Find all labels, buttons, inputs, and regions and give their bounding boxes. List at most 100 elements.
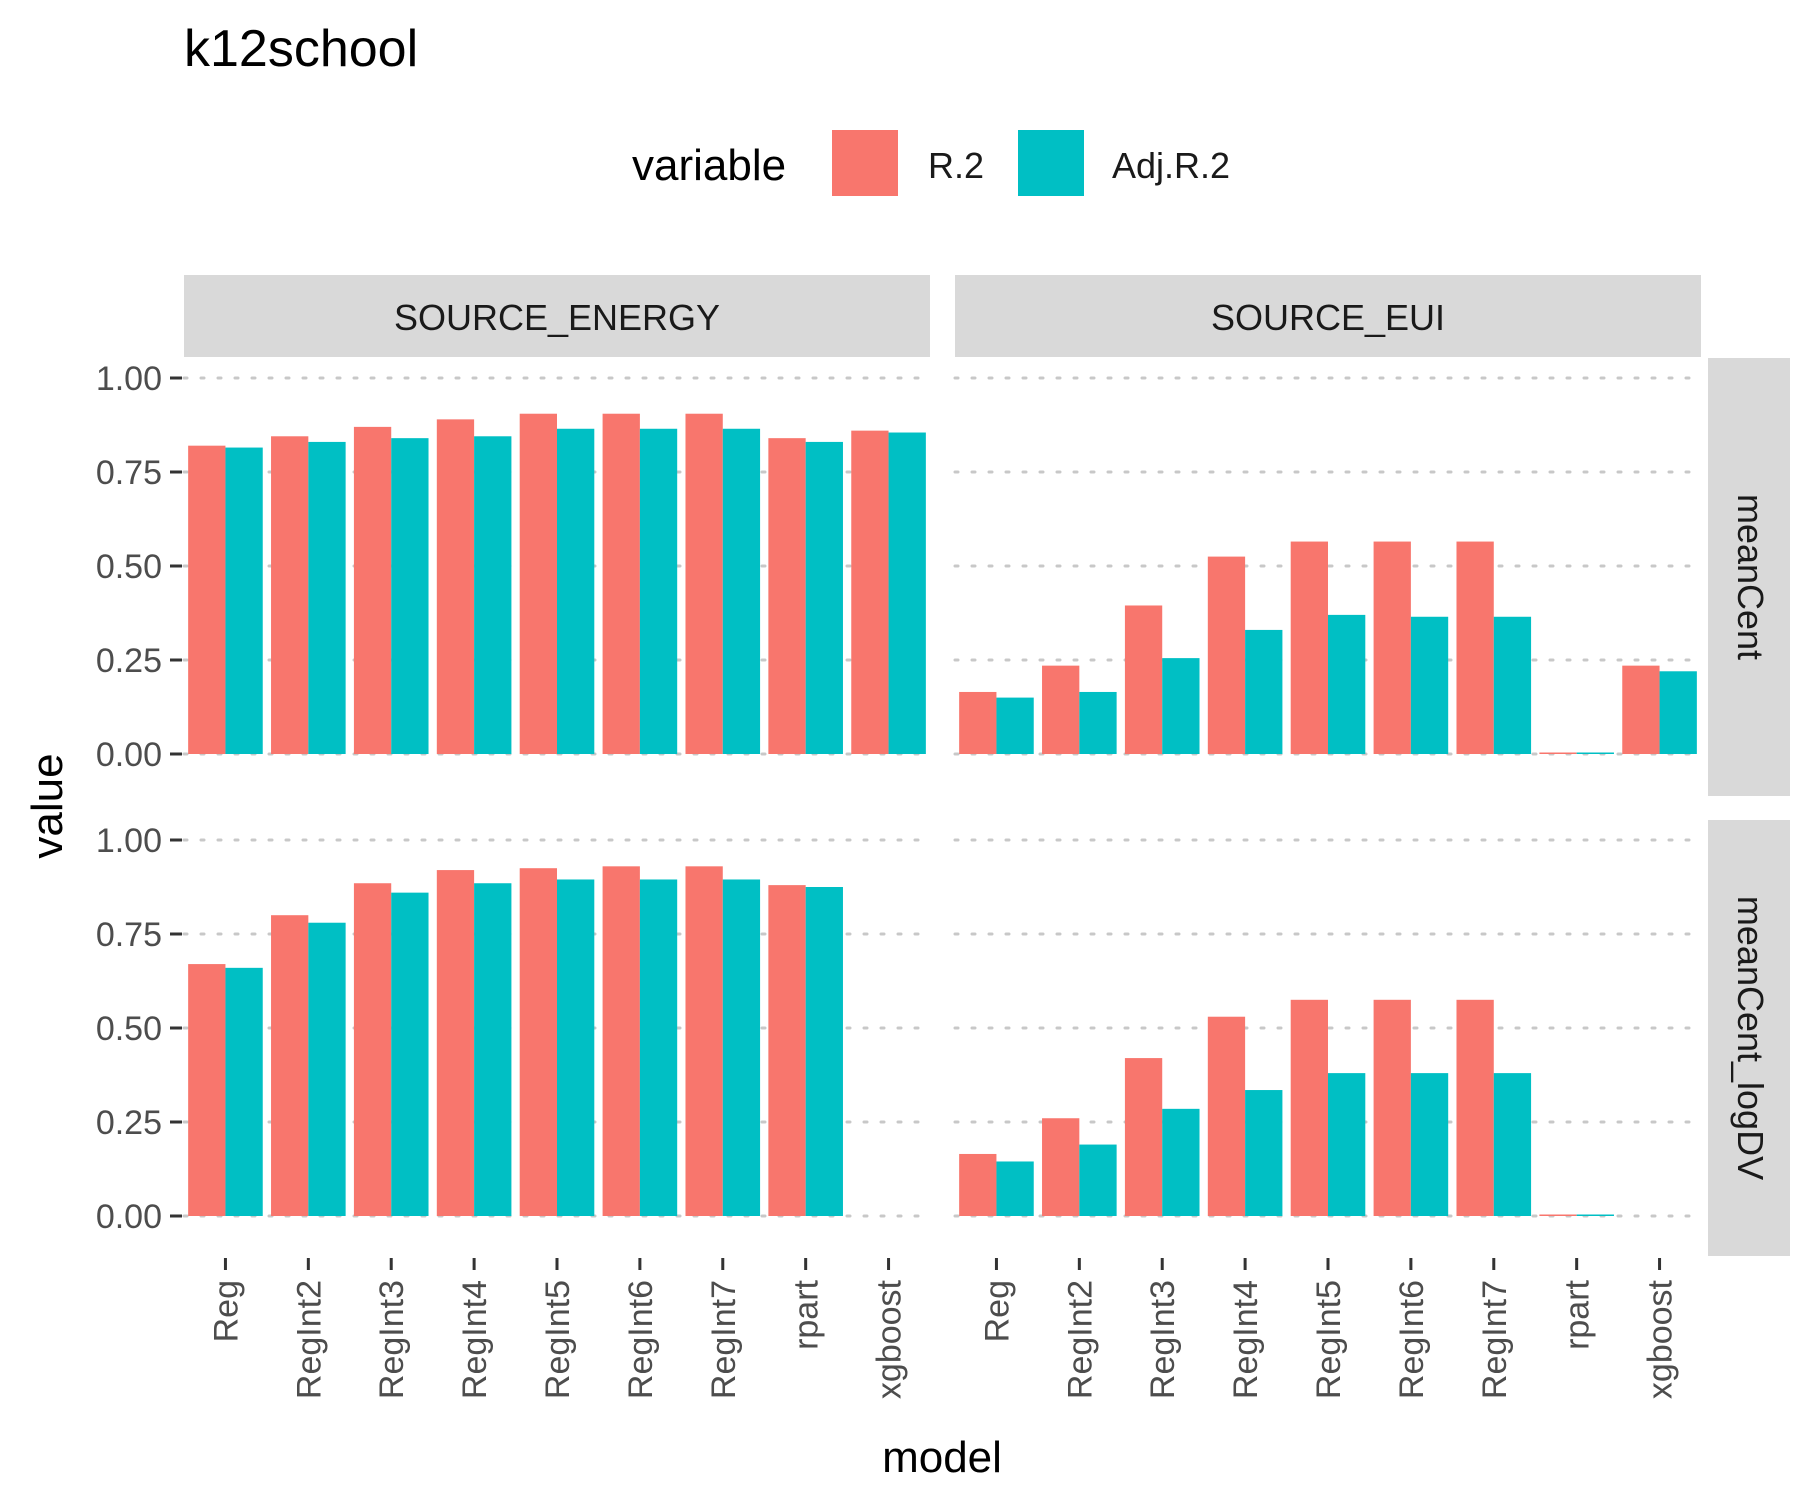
x-tick-label-regint3: RegInt3 [1144,1280,1182,1399]
y-tick-label: 0.00 [96,736,162,774]
bar-r2-regint5 [1290,999,1328,1216]
x-tick-label-regint2: RegInt2 [290,1280,328,1399]
bar-adjr2-regint4 [474,883,512,1216]
x-tick-label-regint2: RegInt2 [1061,1280,1099,1399]
bar-r2-regint3 [353,426,392,754]
bar-r2-regint3 [1124,1058,1163,1216]
bar-r2-regint4 [1207,556,1246,754]
x-axis-title: model [882,1433,1002,1482]
bar-adjr2-rpart [805,441,843,754]
bar-r2-regint3 [1124,605,1163,754]
x-tick-label-reg: Reg [978,1280,1016,1342]
bar-adjr2-rpart [805,887,843,1216]
bar-adjr2-regint5 [1328,1073,1366,1216]
chart-title: k12school [184,20,418,78]
legend-swatch-r2 [832,130,898,196]
x-tick-label-regint7: RegInt7 [1476,1280,1514,1399]
bar-r2-rpart [768,438,806,754]
bar-adjr2-regint4 [1245,629,1283,754]
x-tick-label-xgboost: xgboost [871,1279,909,1399]
panels [182,376,1703,1218]
x-tick-label-regint5: RegInt5 [539,1280,577,1399]
x-tick-label-regint6: RegInt6 [622,1280,660,1399]
bar-r2-regint4 [436,870,475,1216]
bar-r2-regint7 [1456,541,1494,754]
bar-adjr2-rpart [1576,752,1614,754]
bar-r2-xgboost [851,430,889,754]
bar-r2-regint5 [519,868,557,1216]
x-tick-label-regint7: RegInt7 [705,1280,743,1399]
bar-r2-rpart [1539,752,1577,754]
bar-adjr2-regint2 [1079,1144,1117,1216]
bar-r2-regint2 [271,915,309,1216]
bar-adjr2-regint7 [722,879,761,1216]
bar-r2-reg [188,445,226,754]
bar-r2-regint5 [519,413,557,754]
bar-adjr2-regint5 [557,879,595,1216]
x-tick-label-reg: Reg [207,1280,245,1342]
strip-source-eui [955,275,1701,357]
x-tick-label-regint6: RegInt6 [1393,1280,1431,1399]
y-tick-label: 1.00 [96,360,162,398]
x-tick-label-xgboost: xgboost [1642,1279,1680,1399]
bar-adjr2-regint2 [308,441,346,754]
bar-adjr2-xgboost [888,432,926,754]
bar-r2-regint6 [1373,999,1411,1216]
bar-r2-regint4 [1207,1016,1246,1216]
x-tick-label-regint5: RegInt5 [1310,1280,1348,1399]
y-tick-label: 0.25 [96,1104,162,1142]
bar-adjr2-regint3 [391,892,429,1216]
legend-title: variable [632,141,786,190]
y-tick-label: 0.75 [96,454,162,492]
strip-source-energy [184,275,930,357]
bar-adjr2-regint7 [1493,616,1532,754]
bar-adjr2-regint7 [1493,1073,1532,1216]
bar-r2-rpart [1539,1214,1577,1216]
bar-adjr2-xgboost [1659,671,1697,754]
x-tick-label-regint4: RegInt4 [456,1280,494,1399]
bar-adjr2-reg [225,447,263,754]
legend-swatch-adj-r2 [1018,130,1084,196]
y-tick-label: 1.00 [96,822,162,860]
bar-r2-regint3 [353,883,392,1216]
bar-adjr2-regint4 [1245,1090,1283,1216]
bar-adjr2-regint6 [1410,616,1449,754]
bar-adjr2-regint6 [639,428,678,754]
x-tick-label-rpart: rpart [788,1279,826,1349]
legend: variable R.2 Adj.R.2 [632,130,1230,196]
y-tick-label: 0.25 [96,642,162,680]
legend-label-adj-r2: Adj.R.2 [1112,145,1230,186]
x-tick-label-rpart: rpart [1559,1279,1597,1349]
bar-r2-rpart [768,885,806,1216]
bar-r2-regint7 [685,413,723,754]
y-tick-label: 0.75 [96,916,162,954]
bar-adjr2-regint5 [557,428,595,754]
bar-r2-regint7 [1456,999,1494,1216]
strip-label-source-energy: SOURCE_ENERGY [394,297,720,338]
y-axis-title: value [23,753,72,858]
bar-r2-regint5 [1290,541,1328,754]
bar-adjr2-regint3 [391,438,429,754]
bar-r2-regint7 [685,866,723,1216]
bar-adjr2-regint5 [1328,614,1366,754]
strip-label-meancent: meanCent [1730,494,1771,660]
strip-meancent [1708,358,1790,796]
x-tick-label-regint3: RegInt3 [373,1280,411,1399]
bar-r2-reg [188,964,226,1216]
bar-adjr2-regint2 [1079,691,1117,754]
strip-meancent-logdv [1708,820,1790,1256]
legend-label-r2: R.2 [928,145,984,186]
bar-r2-regint4 [436,419,475,754]
bar-r2-reg [959,1153,997,1216]
bar-adjr2-regint3 [1162,1108,1200,1216]
bar-adjr2-rpart [1576,1214,1614,1216]
bar-adjr2-reg [225,967,263,1216]
bar-adjr2-regint6 [639,879,678,1216]
bar-adjr2-reg [996,1161,1034,1216]
bar-adjr2-regint4 [474,436,512,754]
y-tick-label: 0.50 [96,1010,162,1048]
bar-adjr2-regint6 [1410,1073,1449,1216]
x-tick-label-regint4: RegInt4 [1227,1280,1265,1399]
bar-r2-regint2 [1042,1118,1080,1216]
